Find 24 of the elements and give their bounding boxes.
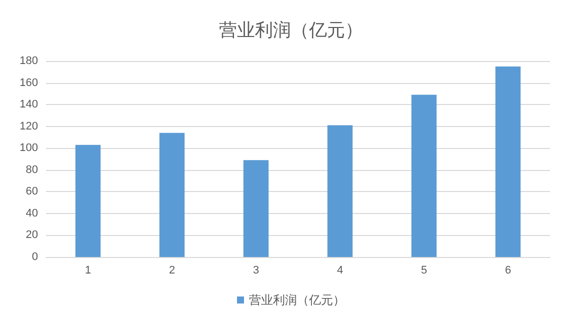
y-tick-label: 160 [20,76,38,89]
x-tick-label: 4 [336,264,344,276]
bar [75,144,101,257]
y-tick-label: 40 [26,207,38,220]
y-tick-label: 80 [26,164,38,176]
legend-label: 营业利润（亿元） [249,293,345,307]
y-tick-label: 140 [20,98,38,111]
bar [411,94,437,257]
x-tick-label: 2 [168,264,176,276]
y-tick-label: 180 [20,55,38,67]
bar [159,132,185,257]
y-tick-label: 60 [26,186,38,198]
x-tick-label: 5 [420,264,428,276]
y-tick-label: 0 [32,251,38,263]
x-tick-label: 6 [504,264,512,276]
x-tick-label: 3 [252,264,260,276]
bar [243,160,269,257]
y-tick-label: 100 [20,142,38,154]
bar [495,66,521,257]
y-tick-label: 20 [26,229,38,242]
y-tick-label: 120 [20,120,38,132]
bar [327,125,353,257]
x-tick-label: 1 [84,264,92,276]
chart-title: 营业利润（亿元） [219,20,363,40]
